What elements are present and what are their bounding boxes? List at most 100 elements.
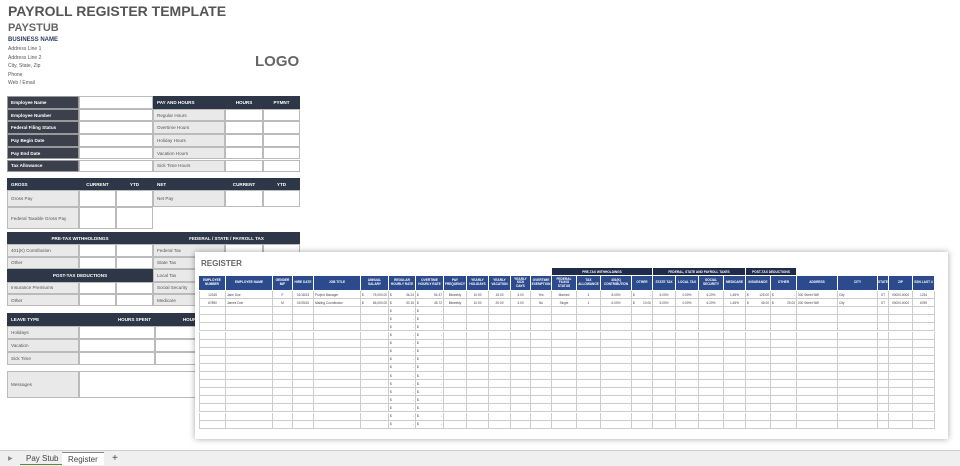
cell-medicare[interactable] — [724, 372, 746, 381]
cell-regular-hourly-rate[interactable]: $ - — [389, 412, 416, 421]
cell-pay-frequency[interactable] — [444, 339, 467, 348]
cell-overtime-exemption[interactable] — [531, 315, 552, 324]
cell-other[interactable] — [632, 355, 653, 364]
cell-medicare[interactable] — [724, 307, 746, 316]
cell-tax-allowance[interactable] — [577, 412, 601, 421]
cell-state-tax[interactable] — [653, 347, 676, 356]
cell-job-title[interactable] — [314, 339, 361, 348]
cell-annual-salary[interactable] — [361, 331, 389, 340]
cell-401-k-contribution[interactable] — [601, 404, 632, 413]
cell-insurance[interactable]: $45.00 — [746, 299, 771, 308]
cell-tax-allowance[interactable] — [577, 380, 601, 389]
cell-job-title[interactable]: Project Manager — [314, 291, 361, 300]
cell-regular-hourly-rate[interactable]: $ - — [389, 363, 416, 372]
cell-overtime-exemption[interactable] — [531, 420, 552, 429]
cell-address[interactable]: 000 Street NW — [797, 299, 838, 308]
cell-hire-date[interactable] — [293, 404, 314, 413]
cell-insurance[interactable] — [746, 363, 771, 372]
cell-other[interactable]: $ - — [632, 291, 653, 300]
cell-yearly-vacation[interactable] — [489, 323, 511, 332]
cell-job-title[interactable] — [314, 347, 361, 356]
cell-yearly-vacation[interactable]: 20.00 — [489, 299, 511, 308]
cell-other[interactable] — [771, 372, 797, 381]
cell-yearly-sick-days[interactable] — [511, 355, 531, 364]
cell-local-tax[interactable]: 0.00% — [676, 291, 699, 300]
cell-local-tax[interactable] — [676, 380, 699, 389]
cell-yearly-holidays[interactable] — [467, 396, 489, 405]
cell-other[interactable] — [771, 315, 797, 324]
cell-yearly-holidays[interactable] — [467, 307, 489, 316]
cell-social-security[interactable] — [699, 420, 724, 429]
cell-state[interactable] — [878, 331, 889, 340]
field-current-gross-pay[interactable] — [79, 190, 116, 207]
cell-ssn-last-4[interactable] — [913, 412, 935, 421]
cell-overtime-exemption[interactable]: No — [531, 299, 552, 308]
cell-medicare[interactable] — [724, 331, 746, 340]
cell-state-tax[interactable] — [653, 323, 676, 332]
cell-zip[interactable]: 00000-0000 — [889, 299, 913, 308]
cell-other[interactable] — [632, 388, 653, 397]
cell-federal-filing-status[interactable] — [552, 420, 577, 429]
cell-address[interactable] — [797, 380, 838, 389]
cell-hire-date[interactable] — [293, 380, 314, 389]
cell-annual-salary[interactable] — [361, 412, 389, 421]
cell-local-tax[interactable] — [676, 347, 699, 356]
cell-insurance[interactable] — [746, 404, 771, 413]
cell-city[interactable] — [838, 363, 878, 372]
cell-other[interactable] — [771, 388, 797, 397]
cell-regular-hourly-rate[interactable]: $ - — [389, 331, 416, 340]
cell-pay-frequency[interactable] — [444, 412, 467, 421]
cell-social-security[interactable] — [699, 307, 724, 316]
cell-yearly-holidays[interactable] — [467, 412, 489, 421]
cell-state[interactable] — [878, 323, 889, 332]
cell-ssn-last-4[interactable] — [913, 355, 935, 364]
cell-401-k-contribution[interactable] — [601, 307, 632, 316]
cell-ssn-last-4[interactable] — [913, 380, 935, 389]
cell-gender-m-f[interactable] — [273, 420, 293, 429]
cell-zip[interactable] — [889, 355, 913, 364]
cell-tax-allowance[interactable] — [577, 404, 601, 413]
cell-state[interactable]: ST — [878, 299, 889, 308]
cell-city[interactable]: City — [838, 291, 878, 300]
cell-other[interactable] — [632, 347, 653, 356]
cell-federal-filing-status[interactable] — [552, 339, 577, 348]
cell-regular-hourly-rate[interactable]: $ - — [389, 339, 416, 348]
cell-address[interactable] — [797, 388, 838, 397]
cell-regular-hourly-rate[interactable]: $ - — [389, 420, 416, 429]
cell-insurance[interactable] — [746, 339, 771, 348]
cell-yearly-vacation[interactable] — [489, 307, 511, 316]
cell-federal-filing-status[interactable] — [552, 396, 577, 405]
cell-401-k-contribution[interactable] — [601, 331, 632, 340]
cell-state[interactable] — [878, 315, 889, 324]
cell-other[interactable] — [632, 372, 653, 381]
cell-address[interactable] — [797, 420, 838, 429]
cell-federal-filing-status[interactable] — [552, 347, 577, 356]
cell-yearly-holidays[interactable] — [467, 331, 489, 340]
cell-social-security[interactable] — [699, 355, 724, 364]
field-pay-begin-date[interactable] — [79, 134, 153, 147]
cell-overtime-exemption[interactable] — [531, 372, 552, 381]
cell-overtime-exemption[interactable]: Yes — [531, 291, 552, 300]
field-employee-number[interactable] — [79, 108, 153, 122]
cell-pay-frequency[interactable] — [444, 331, 467, 340]
cell-medicare[interactable] — [724, 323, 746, 332]
cell-address[interactable] — [797, 307, 838, 316]
cell-medicare[interactable] — [724, 363, 746, 372]
cell-social-security[interactable] — [699, 380, 724, 389]
cell-ssn-last-4[interactable] — [913, 372, 935, 381]
cell-address[interactable] — [797, 396, 838, 405]
cell-other[interactable] — [771, 331, 797, 340]
cell-annual-salary[interactable] — [361, 323, 389, 332]
cell-local-tax[interactable] — [676, 355, 699, 364]
cell-yearly-vacation[interactable] — [489, 339, 511, 348]
cell-401-k-contribution[interactable] — [601, 363, 632, 372]
cell-federal-filing-status[interactable] — [552, 388, 577, 397]
cell-other[interactable] — [632, 412, 653, 421]
field-posttax-current[interactable] — [79, 294, 116, 307]
cell-address[interactable] — [797, 339, 838, 348]
cell-state[interactable] — [878, 363, 889, 372]
cell-hire-date[interactable] — [293, 372, 314, 381]
cell-hire-date[interactable] — [293, 396, 314, 405]
cell-pay-frequency[interactable] — [444, 388, 467, 397]
cell-regular-hourly-rate[interactable]: $ - — [389, 323, 416, 332]
